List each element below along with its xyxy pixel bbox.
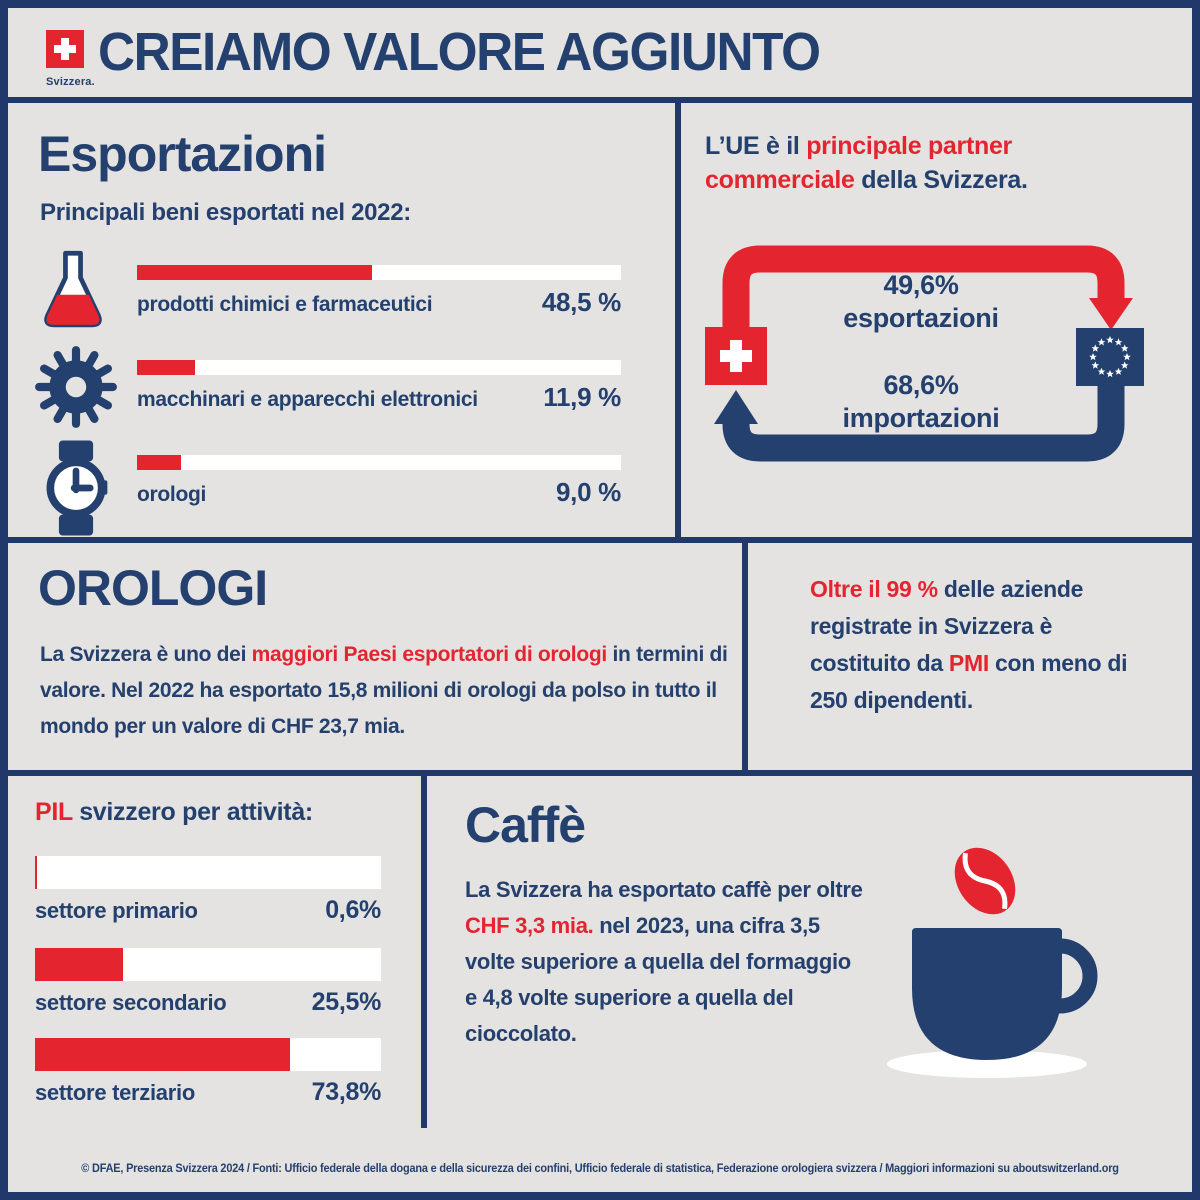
page-title: CREIAMO VALORE AGGIUNTO bbox=[98, 21, 821, 82]
bar-fill bbox=[35, 1038, 291, 1071]
gdp-title: PIL svizzero per attività: bbox=[35, 798, 313, 826]
import-arrow bbox=[722, 386, 1125, 462]
export-arrow bbox=[722, 245, 1125, 327]
swiss-flag-logo: Svizzera. bbox=[46, 30, 106, 88]
import-arrowhead bbox=[714, 390, 758, 424]
gdp-bar-row: settore primario 0,6% bbox=[35, 856, 381, 925]
footer: © DFAE, Presenza Svizzera 2024 / Fonti: … bbox=[8, 1146, 1192, 1192]
flask-icon bbox=[40, 249, 106, 336]
bar-value: 25,5% bbox=[311, 988, 382, 1016]
export-arrowhead bbox=[1089, 298, 1133, 330]
bar-track bbox=[35, 948, 381, 981]
export-bar-row: prodotti chimici e farmaceutici 48,5 % bbox=[137, 265, 621, 318]
coffee-cup-icon bbox=[887, 847, 1098, 1078]
trade-flow-diagram bbox=[705, 245, 1144, 462]
exports-title: Esportazioni bbox=[38, 126, 327, 182]
header: Svizzera. CREIAMO VALORE AGGIUNTO bbox=[8, 8, 1192, 97]
gdp-panel: PIL svizzero per attività: settore prima… bbox=[8, 776, 421, 1146]
cup-body bbox=[912, 928, 1062, 1060]
footer-text: © DFAE, Presenza Svizzera 2024 / Fonti: … bbox=[81, 1163, 1119, 1175]
bar-fill bbox=[137, 360, 195, 375]
export-bar-row: orologi 9,0 % bbox=[137, 455, 621, 508]
bar-fill bbox=[35, 856, 38, 889]
bar-label: settore secondario bbox=[35, 990, 227, 1015]
exports-panel: Esportazioni Principali beni esportati n… bbox=[8, 103, 675, 537]
export-bar-row: macchinari e apparecchi elettronici 11,9… bbox=[137, 360, 621, 413]
exports-subtitle: Principali beni esportati nel 2022: bbox=[40, 199, 411, 226]
gear-icon bbox=[32, 343, 120, 436]
watches-title: OROLOGI bbox=[38, 560, 268, 616]
watches-text: La Svizzera è uno dei maggiori Paesi esp… bbox=[40, 643, 728, 738]
export-label: esportazioni bbox=[843, 303, 999, 333]
export-pct: 49,6% bbox=[883, 270, 959, 300]
coffee-panel: Caffè La Svizzera ha esportato caffè per… bbox=[427, 776, 1192, 1146]
watches-panel: OROLOGI La Svizzera è uno dei maggiori P… bbox=[8, 543, 742, 770]
watch-icon bbox=[38, 439, 114, 537]
bar-track bbox=[137, 455, 621, 470]
bar-track bbox=[35, 856, 381, 889]
bar-label: orologi bbox=[137, 483, 207, 506]
bar-track bbox=[137, 265, 621, 280]
trade-intro: L’UE è il principale partner commerciale… bbox=[705, 132, 1028, 194]
bar-value: 48,5 % bbox=[541, 287, 621, 317]
bar-value: 73,8% bbox=[311, 1078, 382, 1106]
bar-label: macchinari e apparecchi elettronici bbox=[137, 388, 478, 411]
divider-gap-patch bbox=[421, 1128, 427, 1146]
bar-track bbox=[35, 1038, 381, 1071]
bar-label: settore terziario bbox=[35, 1080, 195, 1105]
bar-label: settore primario bbox=[35, 898, 198, 923]
trade-panel: L’UE è il principale partner commerciale… bbox=[681, 103, 1192, 537]
bar-value: 11,9 % bbox=[543, 382, 621, 412]
swiss-flag-icon bbox=[46, 30, 84, 68]
import-label: importazioni bbox=[842, 403, 1000, 433]
coffee-text: La Svizzera ha esportato caffè per oltre… bbox=[465, 877, 863, 1046]
companies-text: Oltre il 99 % delle aziende registrate i… bbox=[810, 576, 1128, 713]
swiss-flag-icon bbox=[705, 327, 767, 385]
import-flow-label: 68,6% importazioni bbox=[756, 369, 1086, 435]
coffee-bean bbox=[954, 847, 1016, 915]
gdp-bar-row: settore secondario 25,5% bbox=[35, 948, 381, 1017]
bar-fill bbox=[35, 948, 124, 981]
bar-value: 9,0 % bbox=[556, 477, 621, 507]
bar-track bbox=[137, 360, 621, 375]
eu-flag-icon bbox=[1076, 328, 1144, 386]
export-flow-label: 49,6% esportazioni bbox=[756, 269, 1086, 335]
bar-fill bbox=[137, 455, 181, 470]
bar-value: 0,6% bbox=[325, 896, 381, 924]
gdp-bar-row: settore terziario 73,8% bbox=[35, 1038, 381, 1107]
logo-label: Svizzera. bbox=[46, 76, 95, 88]
bar-fill bbox=[137, 265, 372, 280]
cup-shadow bbox=[887, 1050, 1087, 1078]
bar-label: prodotti chimici e farmaceutici bbox=[137, 293, 433, 316]
import-pct: 68,6% bbox=[883, 370, 959, 400]
companies-panel: Oltre il 99 % delle aziende registrate i… bbox=[748, 543, 1192, 770]
coffee-title: Caffè bbox=[465, 797, 586, 853]
